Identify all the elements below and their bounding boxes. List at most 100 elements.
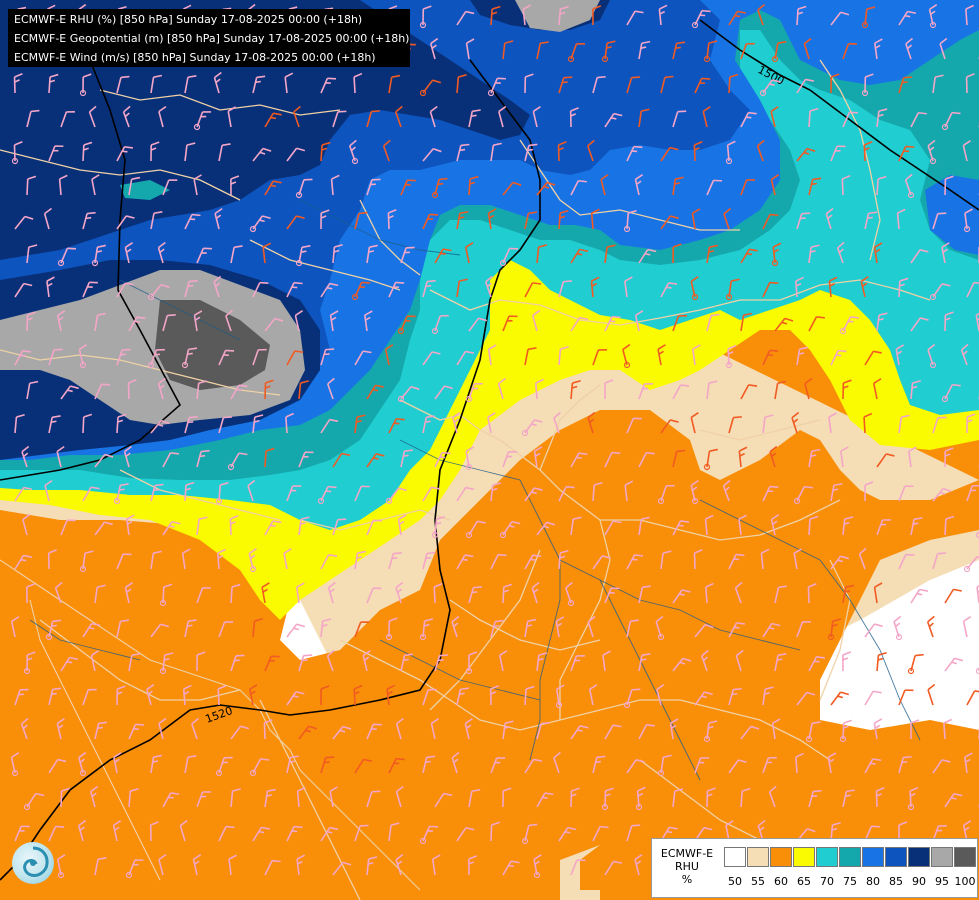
wind-barb [898,145,915,162]
wind-barb [569,107,579,128]
wind-barb [88,105,97,128]
wind-barb [248,548,257,573]
wind-barb [320,756,335,774]
wind-barb [157,377,166,400]
legend-tick: 100 [954,875,976,888]
wind-barb [638,248,657,264]
wind-barb [725,140,736,165]
wind-barb [691,208,701,230]
wind-barb [690,411,699,434]
wind-barb [570,248,589,264]
ecmwf-swirl-icon [12,842,54,884]
wind-barb [468,317,488,332]
wind-barb [864,350,882,366]
wind-barb [128,316,146,332]
wind-barb [230,788,241,808]
wind-barb [14,350,32,366]
wind-barb [82,688,97,706]
wind-barb [657,344,666,366]
wind-barb [150,483,164,502]
wind-barb [966,484,979,502]
wind-barb [484,275,493,298]
wind-barb [181,347,198,369]
wind-barb [431,177,448,199]
wind-barb [162,313,176,332]
wind-barb [587,139,595,162]
wind-barb [694,623,714,638]
wind-barb [320,282,339,298]
wind-barb [196,449,210,468]
rhu-band-80-east [925,175,979,255]
wind-barb [388,822,400,842]
wind-barb [184,213,201,230]
wind-barb [570,316,589,332]
wind-barb [600,173,609,196]
wind-barb [910,111,927,128]
wind-barb [960,343,969,366]
wind-barb [808,515,819,536]
wind-barb [490,553,507,570]
wind-barb [353,684,363,706]
wind-barb [524,143,538,162]
wind-barb [332,452,351,468]
wind-barb [660,282,678,298]
wind-barb [536,722,550,740]
wind-barb [570,787,580,808]
wind-barb [78,751,87,777]
wind-barb [762,686,774,706]
geopotential-contours [0,19,979,881]
wind-barb [434,451,451,468]
wind-barb [456,350,474,366]
wind-barb [592,555,611,570]
wind-barb [490,482,502,502]
wind-barb [740,384,758,400]
wind-barb [839,719,853,743]
wind-barb [756,139,765,162]
wind-barb [634,853,643,876]
wind-barb [830,691,849,706]
wind-barb [286,147,306,162]
wind-barb [672,657,692,672]
wind-barb [400,179,416,196]
wind-barb [465,520,486,539]
wind-barb [842,379,852,400]
wind-barb [327,581,336,604]
wind-barb [293,105,301,128]
wind-barb [592,75,606,94]
wind-barb [638,516,650,536]
wind-barb [465,651,478,675]
wind-barb [910,317,929,332]
wind-barb [419,79,442,97]
wind-barb [94,383,111,400]
legend-title: ECMWF-E RHU % [652,847,722,886]
wind-barb [728,622,746,638]
wind-barb [738,446,748,468]
wind-barb [796,147,816,162]
wind-barb [592,348,607,366]
legend-tick: 95 [935,875,949,888]
wind-barb [635,786,646,811]
wind-barb [672,520,690,536]
wind-barb [264,379,274,400]
wind-barb [793,485,813,505]
wind-barb [230,583,241,604]
wind-barb [184,754,197,774]
wind-barb [82,211,96,230]
wind-barb [330,174,340,196]
wind-barb [502,40,514,60]
wind-barb [388,757,405,774]
wind-barb [965,4,974,26]
wind-barb [422,755,436,774]
wind-barb [363,310,373,332]
wind-barb [693,549,703,570]
wind-barb [740,248,758,264]
wind-barb [247,479,256,502]
wind-barb [14,825,30,842]
wind-barb [944,515,955,536]
wind-barb [227,452,248,471]
wind-barb [122,105,131,128]
wind-barb [558,549,569,570]
wind-barb [898,553,915,570]
wind-barb [536,792,554,808]
